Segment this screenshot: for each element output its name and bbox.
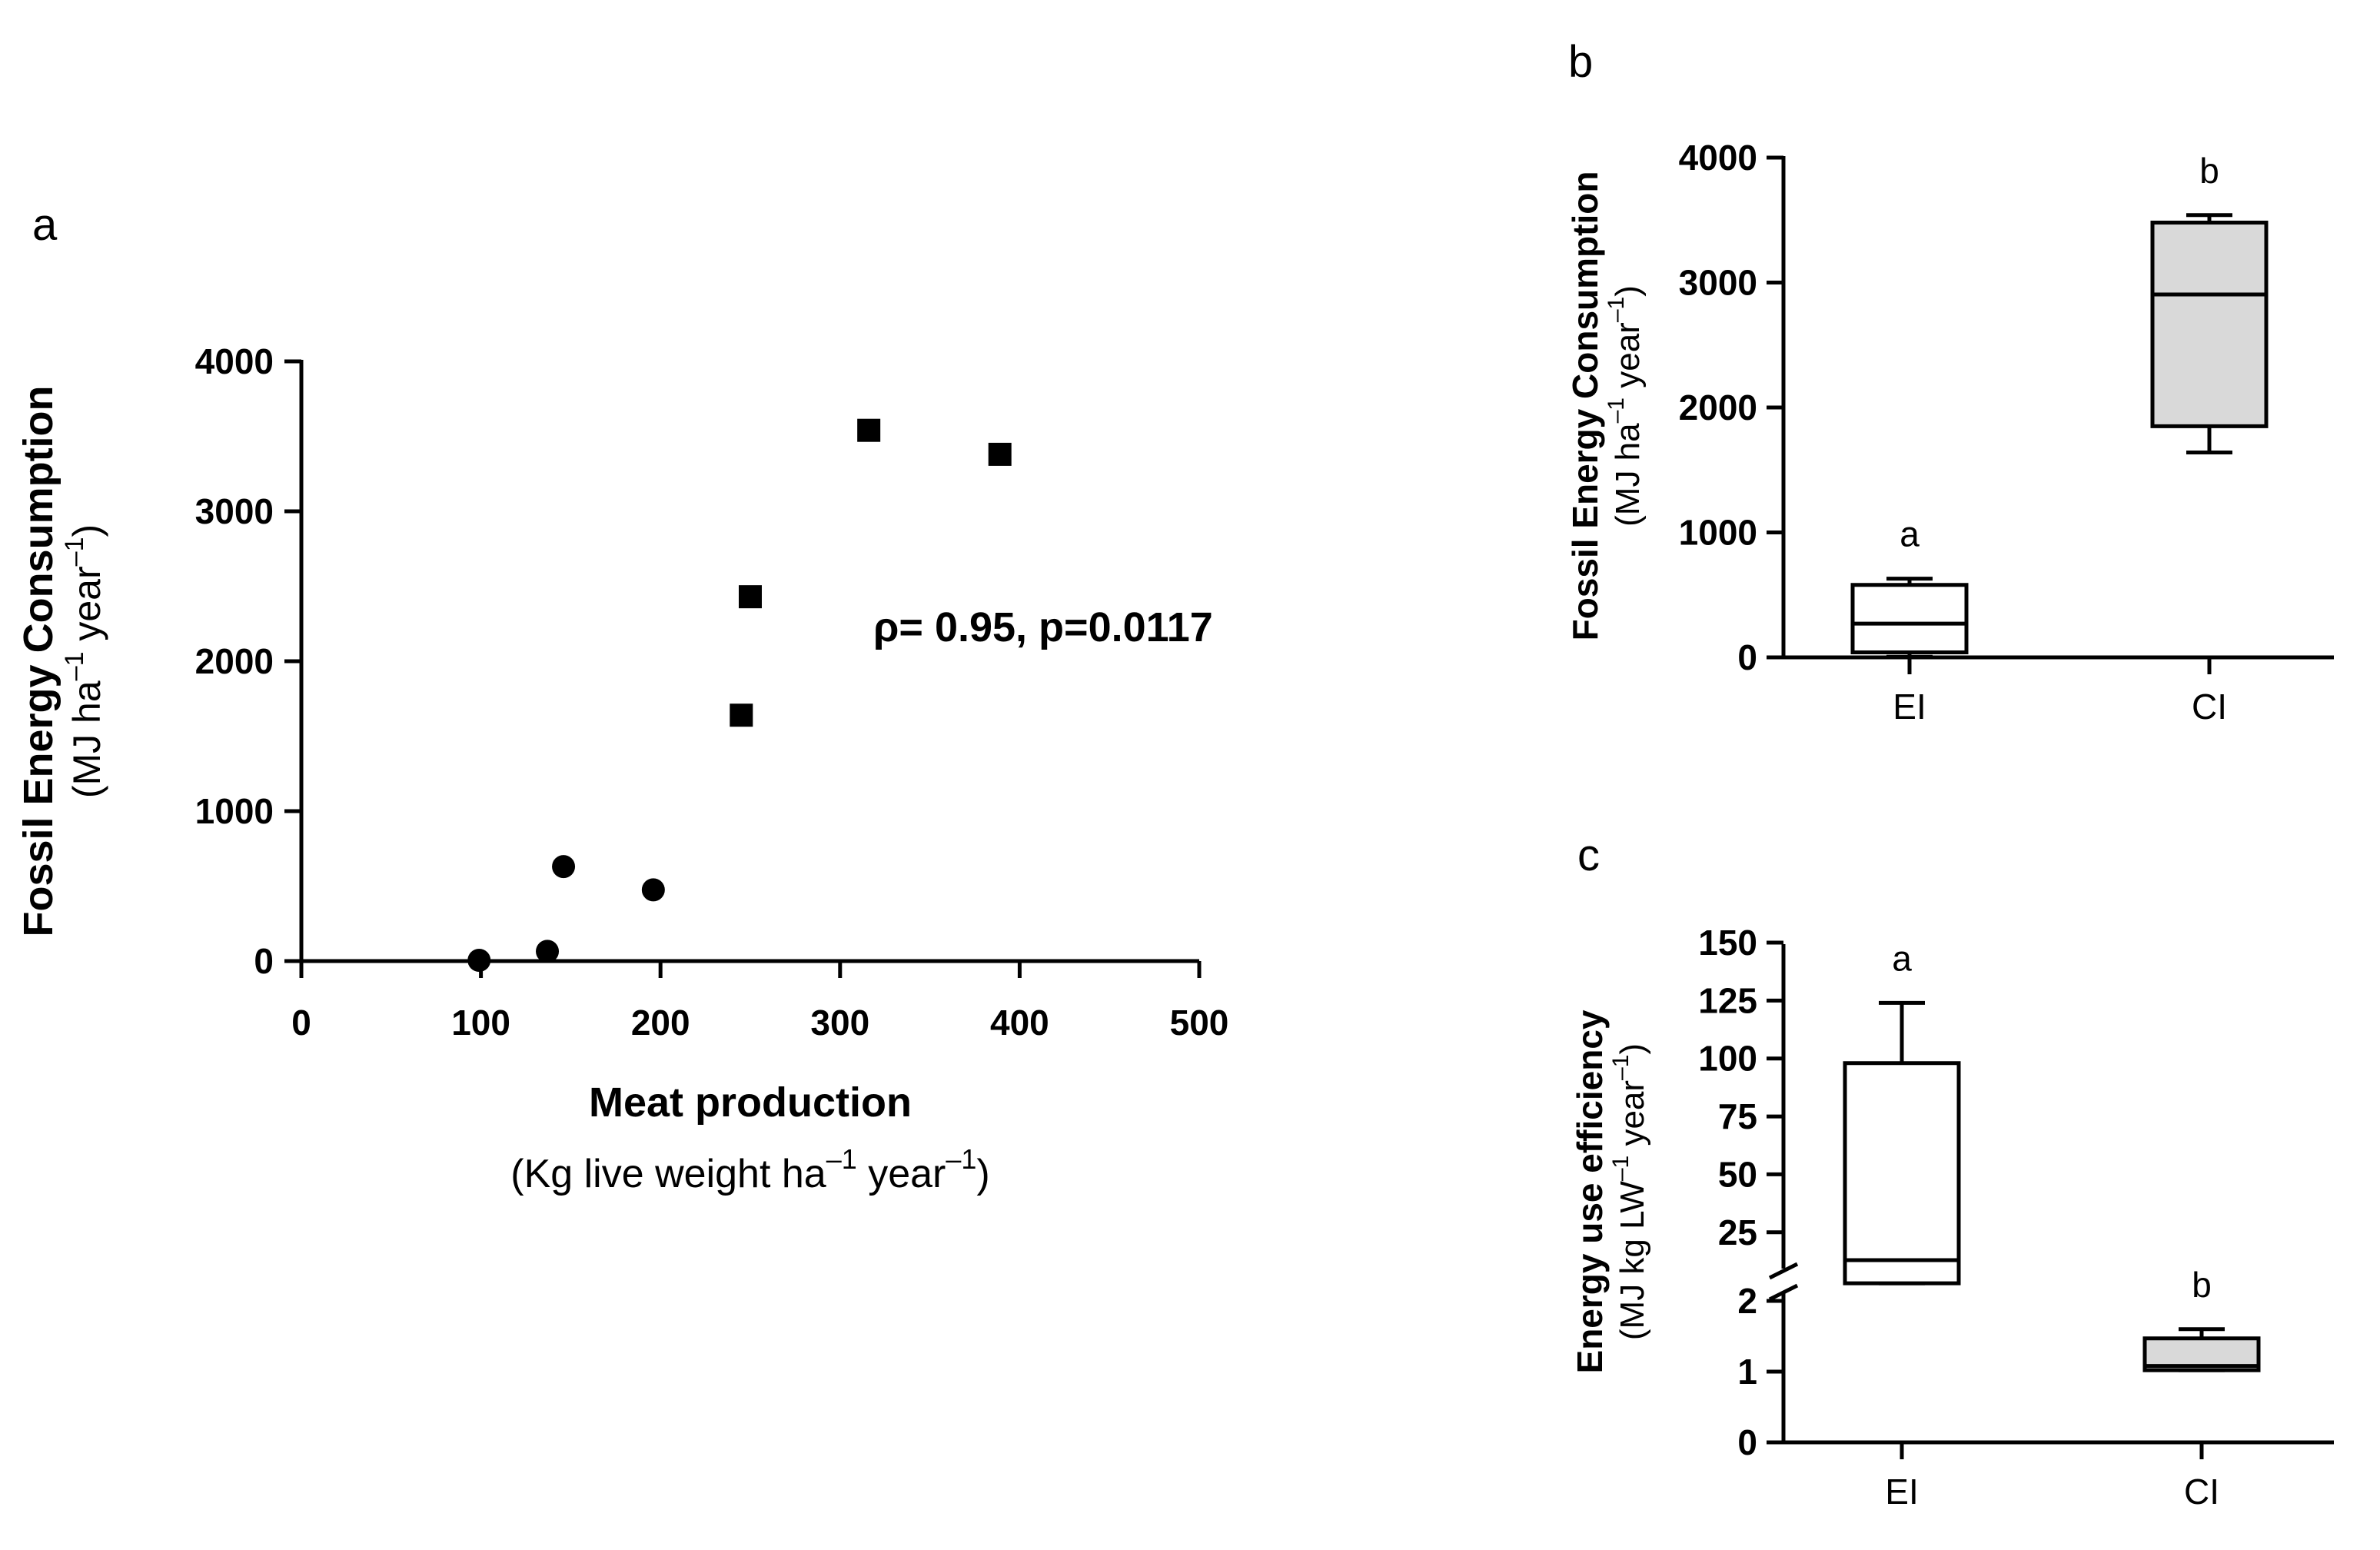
panel-a-y-tick-label: 1000 [195, 791, 274, 831]
panel-c-ei-box [1843, 1061, 1961, 1286]
panel-c: c Energy use efficiency (MJ kg LW–1 year… [1570, 830, 2334, 1512]
panel-b-y-units: (MJ ha–1 year–1) [1604, 285, 1647, 527]
panel-c-y-tick-label: 125 [1698, 980, 1757, 1020]
panel-c-axis-break [1768, 1262, 1799, 1302]
panel-b: b Fossil Energy Consumption (MJ ha–1 yea… [1565, 37, 2334, 727]
panel-b-y-label: Fossil Energy Consumption [1565, 171, 1605, 641]
panel-a-y-ticks: 0 1000 2000 3000 4000 [195, 341, 301, 981]
panel-a-point-ci [988, 442, 1012, 466]
panel-a-letter: a [32, 200, 58, 250]
panel-c-boxes: EI a CI b [1843, 938, 2261, 1512]
panel-a-y-tick-label: 3000 [195, 491, 274, 531]
panel-b-significance-letter: a [1900, 514, 1920, 554]
panel-b-boxes: EI a CI b [1850, 151, 2269, 727]
panel-a-y-tick-label: 0 [254, 941, 274, 981]
panel-c-letter: c [1577, 830, 1600, 880]
panel-c-category-label: CI [2184, 1472, 2219, 1512]
panel-a-x-tick-label: 200 [631, 1003, 690, 1043]
panel-a-y-tick-label: 2000 [195, 641, 274, 681]
panel-a-points [467, 418, 1012, 973]
panel-c-y-tick-label: 50 [1718, 1154, 1757, 1194]
panel-a-x-tick-label: 0 [291, 1003, 311, 1043]
panel-b-y-tick-label: 0 [1737, 637, 1757, 677]
panel-b-category-label: EI [1893, 687, 1926, 727]
panel-c-y-tick-label: 150 [1698, 923, 1757, 963]
panel-c-y-title: Energy use efficiency (MJ kg LW–1 year–1… [1570, 1009, 1651, 1373]
panel-b-y-tick-label: 4000 [1679, 138, 1757, 178]
panel-a-point-ci [857, 418, 881, 442]
panel-b-y-tick-label: 2000 [1679, 388, 1757, 427]
panel-b-ci-box [2150, 221, 2269, 428]
panel-a-point-ei [641, 878, 665, 902]
panel-a-point-ci [730, 703, 753, 727]
panel-b-letter: b [1568, 37, 1593, 87]
panel-a-x-tick-label: 500 [1170, 1003, 1229, 1043]
panel-b-y-tick-label: 3000 [1679, 263, 1757, 303]
panel-a-point-ei [536, 940, 560, 963]
panel-b-ei-box [1850, 583, 1969, 654]
panel-c-y-tick-label: 1 [1737, 1352, 1757, 1392]
panel-a-y-label: Fossil Energy Consumption [15, 385, 61, 936]
panel-b-y-ticks: 0 1000 2000 3000 4000 [1679, 138, 1783, 677]
panel-a-x-ticks: 0 100 200 300 400 500 [291, 961, 1228, 1043]
panel-a-x-label: Meat production [589, 1079, 912, 1126]
panel-a-point-ci [739, 585, 762, 609]
panel-a: a Fossil Energy Consumption (MJ ha–1 yea… [15, 200, 1228, 1196]
panel-a-y-tick-label: 4000 [195, 341, 274, 381]
panel-c-y-tick-label: 2 [1737, 1281, 1757, 1321]
panel-a-x-units: (Kg live weight ha–1 year–1) [510, 1143, 989, 1196]
panel-c-y-units: (MJ kg LW–1 year–1) [1608, 1043, 1651, 1340]
panel-a-annotation: ρ= 0.95, p=0.0117 [873, 604, 1213, 650]
panel-c-y-ticks: 0 1 2 25 50 75 100 125 150 [1698, 923, 1783, 1462]
panel-c-significance-letter: b [2192, 1265, 2212, 1305]
panel-c-y-tick-label: 25 [1718, 1212, 1757, 1252]
panel-a-point-ei [467, 949, 491, 973]
panel-b-y-title: Fossil Energy Consumption (MJ ha–1 year–… [1565, 171, 1647, 641]
panel-c-y-tick-label: 75 [1718, 1096, 1757, 1136]
panel-a-x-tick-label: 100 [451, 1003, 510, 1043]
panel-a-point-ei [552, 855, 576, 879]
panel-a-x-tick-label: 300 [810, 1003, 869, 1043]
panel-c-y-label: Energy use efficiency [1570, 1009, 1610, 1373]
panel-b-significance-letter: b [2199, 151, 2219, 191]
panel-c-category-label: EI [1885, 1472, 1918, 1512]
panel-b-y-tick-label: 1000 [1679, 513, 1757, 553]
panel-c-y-tick-label: 0 [1737, 1422, 1757, 1462]
panel-b-category-label: CI [2192, 687, 2227, 727]
panel-a-y-title: Fossil Energy Consumption (MJ ha–1 year–… [15, 385, 108, 936]
panel-a-y-units: (MJ ha–1 year–1) [60, 524, 108, 798]
panel-a-x-tick-label: 400 [990, 1003, 1049, 1043]
panel-c-significance-letter: a [1892, 938, 1912, 978]
panel-c-y-tick-label: 100 [1698, 1039, 1757, 1079]
